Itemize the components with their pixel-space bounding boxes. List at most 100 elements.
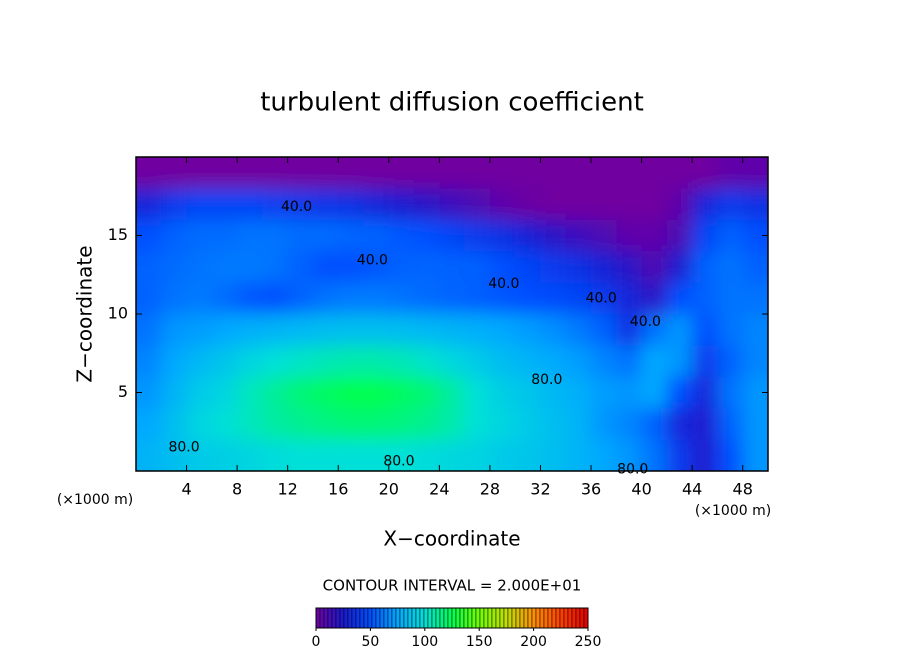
field-cell bbox=[287, 438, 314, 471]
field-cell bbox=[388, 407, 416, 440]
field-cell bbox=[338, 438, 365, 471]
field-cell bbox=[338, 250, 365, 283]
colorbar-swatch bbox=[375, 607, 381, 629]
field-cell bbox=[591, 187, 618, 220]
colorbar-swatch bbox=[347, 607, 353, 629]
field-cell bbox=[616, 313, 643, 346]
field-cell bbox=[742, 157, 768, 189]
field-cell bbox=[388, 281, 416, 314]
colorbar-swatch bbox=[547, 607, 553, 629]
field-cell bbox=[136, 187, 163, 220]
field-cell bbox=[136, 344, 163, 377]
field-cell bbox=[388, 438, 416, 471]
field-cell bbox=[742, 313, 768, 346]
field-cell bbox=[161, 281, 188, 314]
colorbar-swatch bbox=[399, 607, 405, 629]
field-cell bbox=[211, 281, 239, 314]
field-cell bbox=[161, 375, 188, 409]
field-cell bbox=[565, 407, 593, 440]
field-cell bbox=[717, 407, 744, 440]
field-cell bbox=[312, 344, 340, 377]
colorbar-swatch bbox=[471, 607, 477, 629]
field-cell bbox=[262, 313, 289, 346]
field-cell bbox=[717, 313, 744, 346]
colorbar-tick-label: 250 bbox=[575, 634, 602, 650]
field-cell bbox=[616, 218, 643, 252]
colorbar-swatch bbox=[571, 607, 577, 629]
x-axis-label: X−coordinate bbox=[383, 527, 520, 551]
field-cell bbox=[464, 250, 491, 283]
colorbar-swatch bbox=[455, 607, 461, 629]
field-cell bbox=[186, 375, 213, 409]
field-cell bbox=[211, 187, 239, 220]
field-cell bbox=[237, 438, 264, 471]
colorbar-swatch bbox=[515, 607, 521, 629]
field-cell bbox=[414, 407, 441, 440]
field-cell bbox=[692, 157, 719, 189]
field-cell bbox=[388, 157, 416, 189]
field-cell bbox=[211, 313, 239, 346]
field-cell bbox=[464, 344, 491, 377]
field-cell bbox=[439, 438, 466, 471]
field-cell bbox=[515, 375, 542, 409]
field-cell bbox=[464, 407, 491, 440]
colorbar-swatch bbox=[411, 607, 417, 629]
field-cell bbox=[262, 250, 289, 283]
field-cell bbox=[641, 407, 668, 440]
field-cell bbox=[666, 281, 694, 314]
field-cell bbox=[211, 438, 239, 471]
field-cell bbox=[692, 344, 719, 377]
field-cell bbox=[262, 344, 289, 377]
field-cell bbox=[565, 187, 593, 220]
colorbar-swatch bbox=[507, 607, 513, 629]
colorbar-swatch bbox=[439, 607, 445, 629]
field-cell bbox=[692, 375, 719, 409]
field-cell bbox=[211, 375, 239, 409]
field-cell bbox=[363, 438, 390, 471]
colorbar-swatch bbox=[431, 607, 437, 629]
field-cell bbox=[312, 438, 340, 471]
field-cell bbox=[666, 250, 694, 283]
field-cell bbox=[489, 250, 517, 283]
field-cell bbox=[540, 407, 567, 440]
field-cell bbox=[414, 344, 441, 377]
field-cell bbox=[262, 157, 289, 189]
field-cell bbox=[262, 375, 289, 409]
colorbar-swatch bbox=[359, 607, 365, 629]
field-cell bbox=[464, 218, 491, 252]
field bbox=[136, 157, 768, 471]
field-cell bbox=[666, 375, 694, 409]
field-cell bbox=[287, 218, 314, 252]
field-cell bbox=[363, 344, 390, 377]
field-cell bbox=[312, 187, 340, 220]
field-cell bbox=[540, 281, 567, 314]
field-cell bbox=[515, 407, 542, 440]
colorbar-swatch bbox=[475, 607, 481, 629]
field-cell bbox=[262, 438, 289, 471]
field-cell bbox=[591, 313, 618, 346]
field-cell bbox=[186, 344, 213, 377]
colorbar-tick-label: 0 bbox=[312, 634, 321, 650]
x-tick-label: 12 bbox=[278, 480, 298, 499]
field-cell bbox=[136, 281, 163, 314]
field-cell bbox=[515, 250, 542, 283]
colorbar-swatch bbox=[323, 607, 329, 629]
field-cell bbox=[742, 344, 768, 377]
field-cell bbox=[641, 218, 668, 252]
colorbar-swatch bbox=[371, 607, 377, 629]
field-cell bbox=[312, 375, 340, 409]
field-cell bbox=[641, 438, 668, 471]
field-cell bbox=[338, 344, 365, 377]
colorbar-swatch bbox=[343, 607, 349, 629]
x-tick-label: 40 bbox=[631, 480, 651, 499]
colorbar-tick-label: 50 bbox=[361, 634, 379, 650]
contour-label: 40.0 bbox=[281, 199, 312, 215]
colorbar-swatch bbox=[387, 607, 393, 629]
field-cell bbox=[641, 375, 668, 409]
field-cell bbox=[464, 313, 491, 346]
field-cell bbox=[287, 375, 314, 409]
field-cell bbox=[692, 313, 719, 346]
field-cell bbox=[186, 187, 213, 220]
field-cell bbox=[666, 187, 694, 220]
